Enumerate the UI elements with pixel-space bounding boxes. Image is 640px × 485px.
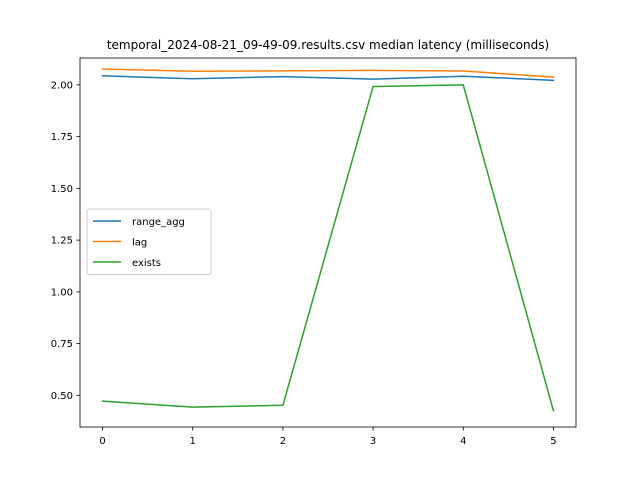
y-tick-label: 1.50 [51,184,73,195]
x-tick-label: 2 [280,436,286,447]
chart-title: temporal_2024-08-21_09-49-09.results.csv… [107,38,549,52]
y-tick-label: 1.25 [51,236,73,247]
x-tick-label: 5 [550,436,556,447]
y-tick-label: 0.50 [51,391,73,402]
series-line-exists [101,84,555,412]
y-tick-label: 1.00 [51,287,73,298]
x-tick-label: 0 [99,436,105,447]
legend-box [86,208,212,275]
plot-frame [79,57,577,428]
legend-label-exists: exists [132,258,161,269]
y-tick-label: 2.00 [51,81,73,92]
legend-label-lag: lag [132,238,147,249]
series-line-range_agg [101,75,555,82]
y-tick-label: 0.75 [51,339,73,350]
series-line-lag [101,68,555,78]
x-axis: 0 1 2 3 4 5 [99,427,557,447]
x-tick-label: 1 [190,436,196,447]
x-tick-label: 3 [370,436,376,447]
plot-lines [101,68,555,412]
x-tick-label: 4 [460,436,466,447]
legend-label-range_agg: range_agg [132,217,185,228]
y-axis: 0.50 0.75 1.00 1.25 1.50 1.75 2.00 [51,81,80,402]
y-tick-label: 1.75 [51,132,73,143]
